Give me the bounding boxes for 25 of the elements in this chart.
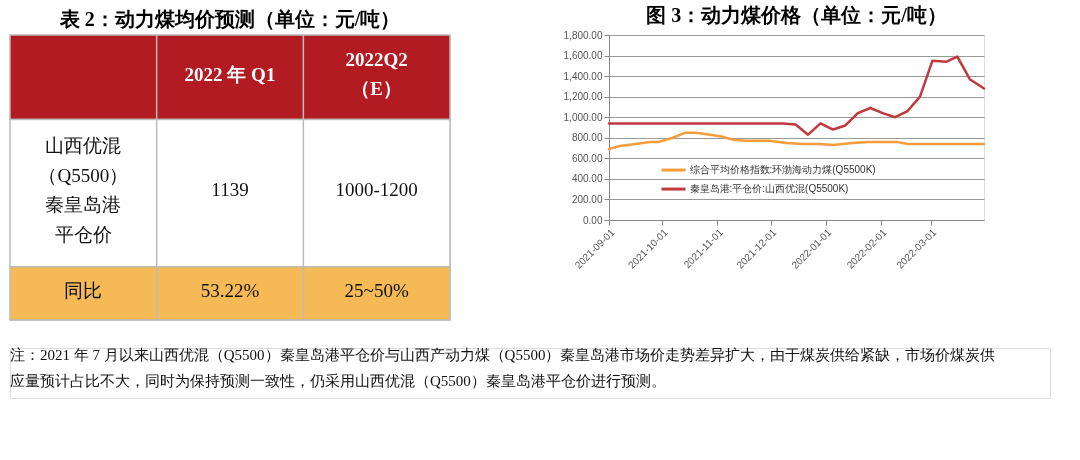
- text: 53.22%: [200, 279, 260, 301]
- text: 1000-1200: [335, 179, 418, 201]
- y-tick-label: 1,600.00: [563, 50, 603, 62]
- y-tick-label: 1,400.00: [563, 70, 603, 82]
- category-label: 2022Q2（E）: [345, 48, 408, 100]
- text: 25~50%: [344, 279, 409, 301]
- y-tick-label: 800.00: [571, 132, 603, 144]
- legend-label: 综合平均价格指数:环渤海动力煤(Q5500K): [689, 164, 876, 176]
- category-label: 同比: [64, 279, 103, 301]
- y-tick-label: 400.00: [571, 173, 603, 185]
- text: 注：2021 年 7 月以来山西优混（Q5500）秦皇岛港平仓价与山西产动力煤（Q5500）秦皇岛港市场价走势差异扩大，由于煤炭供给紧缺，市场价煤炭供应量预计占比不大，同时为保持预测一致性，仍采用山西优混（Q5500）秦皇岛港平仓价进行预测。: [10, 347, 996, 389]
- y-tick-label: 200.00: [571, 193, 603, 205]
- y-tick-label: 1,800.00: [563, 29, 603, 41]
- line-series: [607, 55, 986, 136]
- legend-label: 秦皇岛港:平仓价:山西优混(Q5500K): [689, 183, 849, 195]
- y-tick-label: 600.00: [571, 152, 603, 164]
- category-label: 2022 年 Q1: [184, 63, 276, 85]
- y-tick-label: 0.00: [583, 214, 603, 226]
- text: 表 2：动力煤均价预测（单位：元/吨）: [58, 8, 401, 31]
- text: 1139: [211, 179, 249, 201]
- line-series: [607, 131, 986, 151]
- chart-title: 图 3：动力煤价格（单位：元/吨）: [646, 4, 947, 26]
- y-tick-label: 1,000.00: [563, 111, 603, 123]
- y-tick-label: 1,200.00: [563, 91, 603, 103]
- category-label: 山西优混（Q5500）秦皇岛港平仓价: [38, 134, 129, 246]
